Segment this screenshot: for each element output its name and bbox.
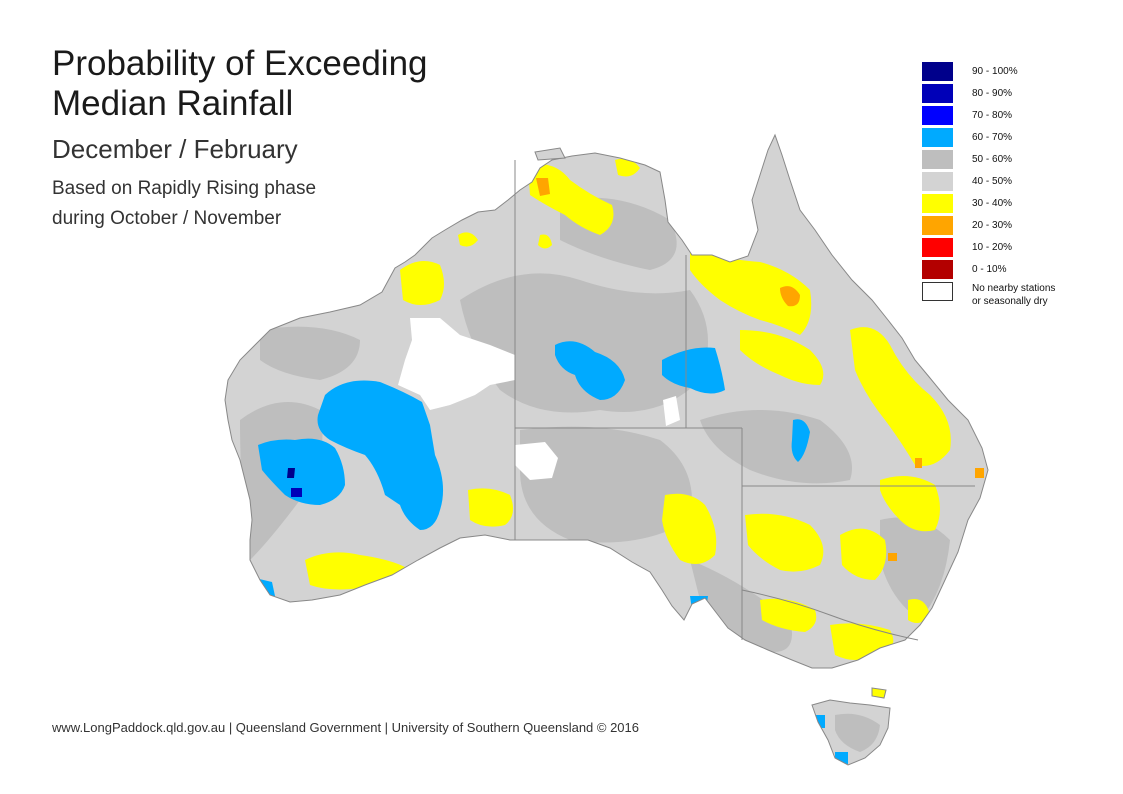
legend-no-data-line-1: No nearby stations — [972, 283, 1056, 294]
zone-30-40-victoria-north — [760, 598, 817, 632]
zone-30-40-nsw-west — [745, 513, 824, 572]
no-data-sa — [515, 442, 558, 480]
zone-20-30-qld-coast — [915, 458, 922, 468]
zone-30-40-kimberley-spot — [458, 232, 478, 247]
legend-swatch-no-data — [922, 282, 953, 301]
zone-50-60-nsw-coast — [880, 517, 950, 620]
zone-20-30-ne-nsw — [975, 468, 984, 478]
zone-50-60-pilbara — [260, 326, 360, 380]
zone-30-40-top-end — [528, 164, 614, 235]
zone-30-40-kimberley — [400, 261, 444, 305]
tiwi-islands — [534, 147, 566, 161]
no-data-nt — [663, 396, 680, 426]
zone-80-90-wa — [291, 488, 302, 497]
legend-swatch — [922, 238, 953, 257]
legend-label: 20 - 30% — [972, 220, 1013, 231]
zone-60-70-nt-1 — [555, 341, 625, 400]
legend-swatch — [922, 84, 953, 103]
description-line-2: during October / November — [52, 208, 282, 229]
zone-30-40-arnhem — [615, 158, 640, 177]
mainland-probability-zones — [240, 158, 984, 660]
zone-30-40-nsw-south-coast — [908, 599, 930, 624]
legend-swatch — [922, 128, 953, 147]
legend-swatch — [922, 260, 953, 279]
legend-label: 90 - 100% — [972, 66, 1018, 77]
tasmania-probability-zones — [815, 713, 880, 764]
legend-label: 40 - 50% — [972, 176, 1013, 187]
legend-label: 0 - 10% — [972, 264, 1007, 275]
zone-50-60-sa — [520, 426, 692, 543]
zone-30-40-nt-spot — [538, 234, 552, 249]
legend-label: 80 - 90% — [972, 88, 1013, 99]
zone-90-100-wa — [287, 468, 295, 478]
map-subtitle: December / February — [52, 134, 298, 164]
legend-label: 10 - 20% — [972, 242, 1013, 253]
legend-swatch — [922, 172, 953, 191]
map-title: Probability of Exceeding Median Rainfall — [52, 44, 428, 124]
border-nsw-vic — [741, 589, 919, 641]
zone-30-40-gulf — [690, 250, 812, 335]
legend-label: 30 - 40% — [972, 198, 1013, 209]
zone-60-70-qld — [791, 419, 810, 462]
zone-50-60-victoria — [690, 560, 792, 652]
zone-60-70-wa-large — [317, 380, 444, 530]
legend-no-data-line-2: or seasonally dry — [972, 296, 1048, 307]
zone-30-40-nullarbor — [468, 488, 514, 527]
legend-swatch — [922, 62, 953, 81]
legend-swatch — [922, 150, 953, 169]
zone-60-70-wa-west — [258, 438, 345, 505]
title-line-1: Probability of Exceeding — [52, 44, 428, 83]
zone-30-40-nsw-north — [880, 476, 940, 532]
zone-30-40-sa-east — [662, 493, 717, 564]
legend-swatch — [922, 216, 953, 235]
zone-30-40-qld-coast — [850, 327, 951, 466]
legend-swatch — [922, 194, 953, 213]
tasmania-zone-60-70-south — [835, 752, 848, 764]
zone-30-40-nsw-central — [840, 528, 887, 580]
tasmania-zone-50-60 — [835, 713, 880, 752]
legend-label: 70 - 80% — [972, 110, 1013, 121]
zone-20-30-gulf — [780, 286, 800, 307]
description-line-1: Based on Rapidly Rising phase — [52, 178, 317, 199]
legend-label: 50 - 60% — [972, 154, 1013, 165]
footer-credits: www.LongPaddock.qld.gov.au | Queensland … — [52, 720, 639, 735]
state-borders — [514, 160, 975, 641]
legend-label-no-data: No nearby stations or seasonally dry — [972, 282, 1055, 308]
zone-20-30-top-end — [536, 178, 550, 196]
zone-30-40-victoria-east — [830, 623, 894, 660]
legend-label: 60 - 70% — [972, 132, 1013, 143]
zone-60-70-nt-2 — [662, 347, 725, 394]
legend-swatch — [922, 106, 953, 125]
flinders-island — [871, 687, 887, 699]
zone-50-60-central — [460, 273, 708, 413]
zone-30-40-qld-north — [740, 330, 824, 385]
no-data-central-wa — [398, 318, 515, 410]
zone-20-30-nsw — [888, 553, 897, 561]
title-line-2: Median Rainfall — [52, 84, 294, 123]
